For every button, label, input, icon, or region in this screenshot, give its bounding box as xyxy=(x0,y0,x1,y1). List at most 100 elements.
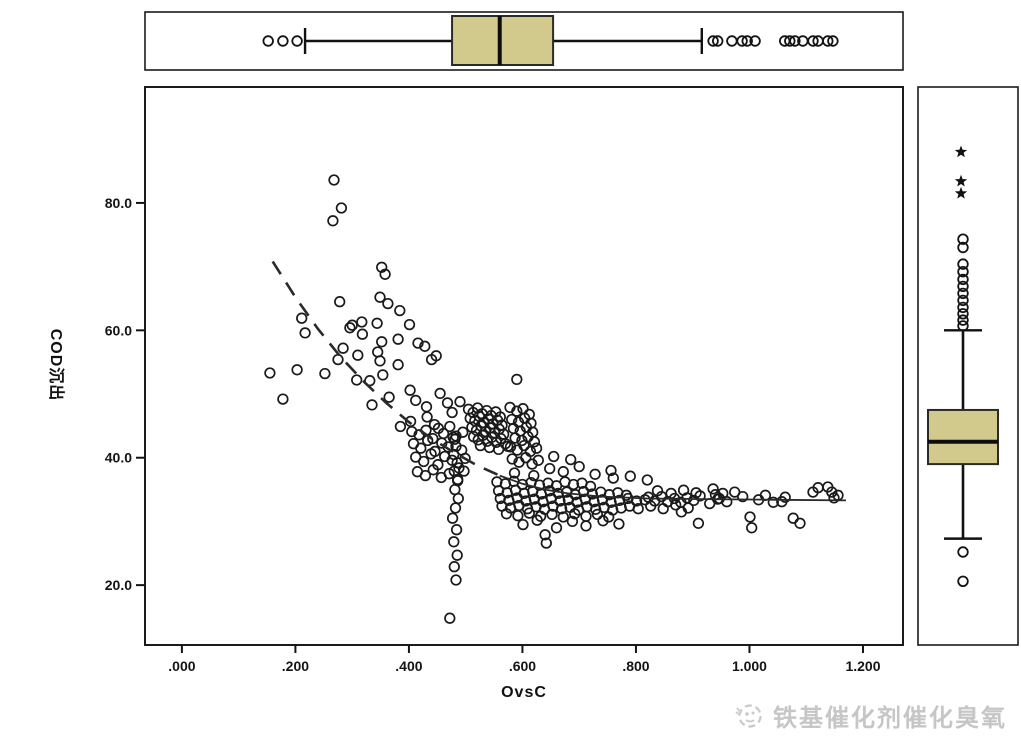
x-axis-title: OvsC xyxy=(501,684,547,701)
scatter-point xyxy=(404,384,416,396)
outlier-point xyxy=(807,35,819,47)
scatter-point xyxy=(376,261,388,273)
scatter-point xyxy=(528,469,540,482)
scatter-point xyxy=(356,316,368,328)
scatter-point xyxy=(446,406,458,419)
scatter-point xyxy=(410,394,422,407)
scatter-point xyxy=(603,511,615,523)
scatter-point xyxy=(328,174,340,186)
scatter-point xyxy=(352,349,364,361)
main-plot-frame xyxy=(144,86,904,646)
outlier-point xyxy=(277,35,289,47)
outlier-point xyxy=(957,294,969,307)
scatter-point xyxy=(383,391,395,403)
scatter-point xyxy=(371,317,383,329)
outlier-point xyxy=(957,258,969,270)
scatter-point xyxy=(677,484,690,496)
scatter-point xyxy=(746,522,758,534)
scatter-point xyxy=(448,465,460,477)
outlier-point xyxy=(957,301,969,314)
x-tick-label: 1.000 xyxy=(732,658,767,674)
scatter-point xyxy=(425,353,438,366)
scatter-point xyxy=(530,442,543,454)
scatter-point xyxy=(441,397,454,409)
scatter-point xyxy=(744,511,756,523)
scatter-point xyxy=(327,215,339,227)
scatter-point xyxy=(565,453,577,466)
outlier-point xyxy=(736,35,748,47)
scatter-point xyxy=(457,426,469,438)
scatter-point xyxy=(419,469,432,482)
scatter-point xyxy=(517,518,529,531)
scatter-point xyxy=(566,515,579,528)
scatter-point xyxy=(356,328,369,340)
scatter-point xyxy=(500,508,513,520)
scatter-point xyxy=(427,464,439,476)
outlier-point xyxy=(957,233,969,245)
scatter-point xyxy=(319,367,331,380)
scatter-point xyxy=(277,393,289,405)
scatter-point xyxy=(826,486,838,498)
y-tick-label: 20.0 xyxy=(105,577,132,593)
y-tick-label: 40.0 xyxy=(105,450,132,466)
scatter-point xyxy=(779,491,791,503)
y-axis-title: COD沉出 xyxy=(47,328,64,402)
scatter-point xyxy=(508,467,521,479)
x-tick-label: .200 xyxy=(282,658,309,674)
scatter-point xyxy=(550,522,563,534)
x-tick-label: 1.200 xyxy=(845,658,880,674)
scatter-point xyxy=(569,508,581,520)
scatter-point xyxy=(657,503,669,515)
scatter-point xyxy=(591,508,604,521)
scatter-point xyxy=(651,485,664,497)
outlier-point xyxy=(741,35,753,47)
scatter-point xyxy=(540,537,552,549)
scatter-point xyxy=(548,450,560,463)
scatter-point xyxy=(421,411,433,423)
scatter-point xyxy=(520,452,532,464)
outlier-point xyxy=(784,35,796,47)
x-tick-label: .600 xyxy=(509,658,536,674)
scatter-point xyxy=(418,455,430,468)
scatter-point xyxy=(589,468,601,480)
scatter-point xyxy=(557,466,569,478)
y-tick-label: 60.0 xyxy=(105,322,132,338)
scatter-point xyxy=(346,319,358,331)
scatter-point xyxy=(334,296,346,308)
y-axis-ticks: 20.0 40.0 60.0 80.0 xyxy=(105,195,145,593)
extreme-point-star xyxy=(954,174,968,187)
scatter-point xyxy=(737,490,749,503)
scatter-point xyxy=(555,503,568,515)
scatter-points xyxy=(264,174,844,624)
scatter-point xyxy=(392,359,404,371)
scatter-point xyxy=(379,268,391,280)
regression-fit-line xyxy=(271,260,847,502)
scatter-point xyxy=(406,425,418,438)
outlier-point xyxy=(957,546,969,558)
y-tick-label: 80.0 xyxy=(105,195,132,211)
x-axis-ticks: .000 .200 .400 .600 .800 1.000 1.200 xyxy=(168,645,881,674)
scatter-point xyxy=(448,536,460,548)
scatter-point xyxy=(382,297,394,310)
outlier-point xyxy=(291,35,303,47)
scatter-point xyxy=(394,304,406,317)
scatter-point xyxy=(567,478,580,491)
scatter-point xyxy=(539,529,551,541)
scatter-point xyxy=(607,472,619,484)
right-boxplot-frame xyxy=(917,86,1019,646)
right-marginal-boxplot xyxy=(927,145,999,588)
scatter-point xyxy=(415,442,427,454)
outlier-point xyxy=(957,320,969,332)
scatter-point xyxy=(337,342,349,354)
outlier-point xyxy=(707,35,719,47)
scatter-point xyxy=(374,291,386,303)
scatter-point xyxy=(794,517,806,529)
iqr-box xyxy=(927,408,999,466)
outlier-point xyxy=(957,266,969,278)
outlier-point xyxy=(262,35,274,47)
scatter-point xyxy=(690,487,702,499)
scatter-point xyxy=(767,496,779,508)
scatter-point xyxy=(434,387,446,400)
